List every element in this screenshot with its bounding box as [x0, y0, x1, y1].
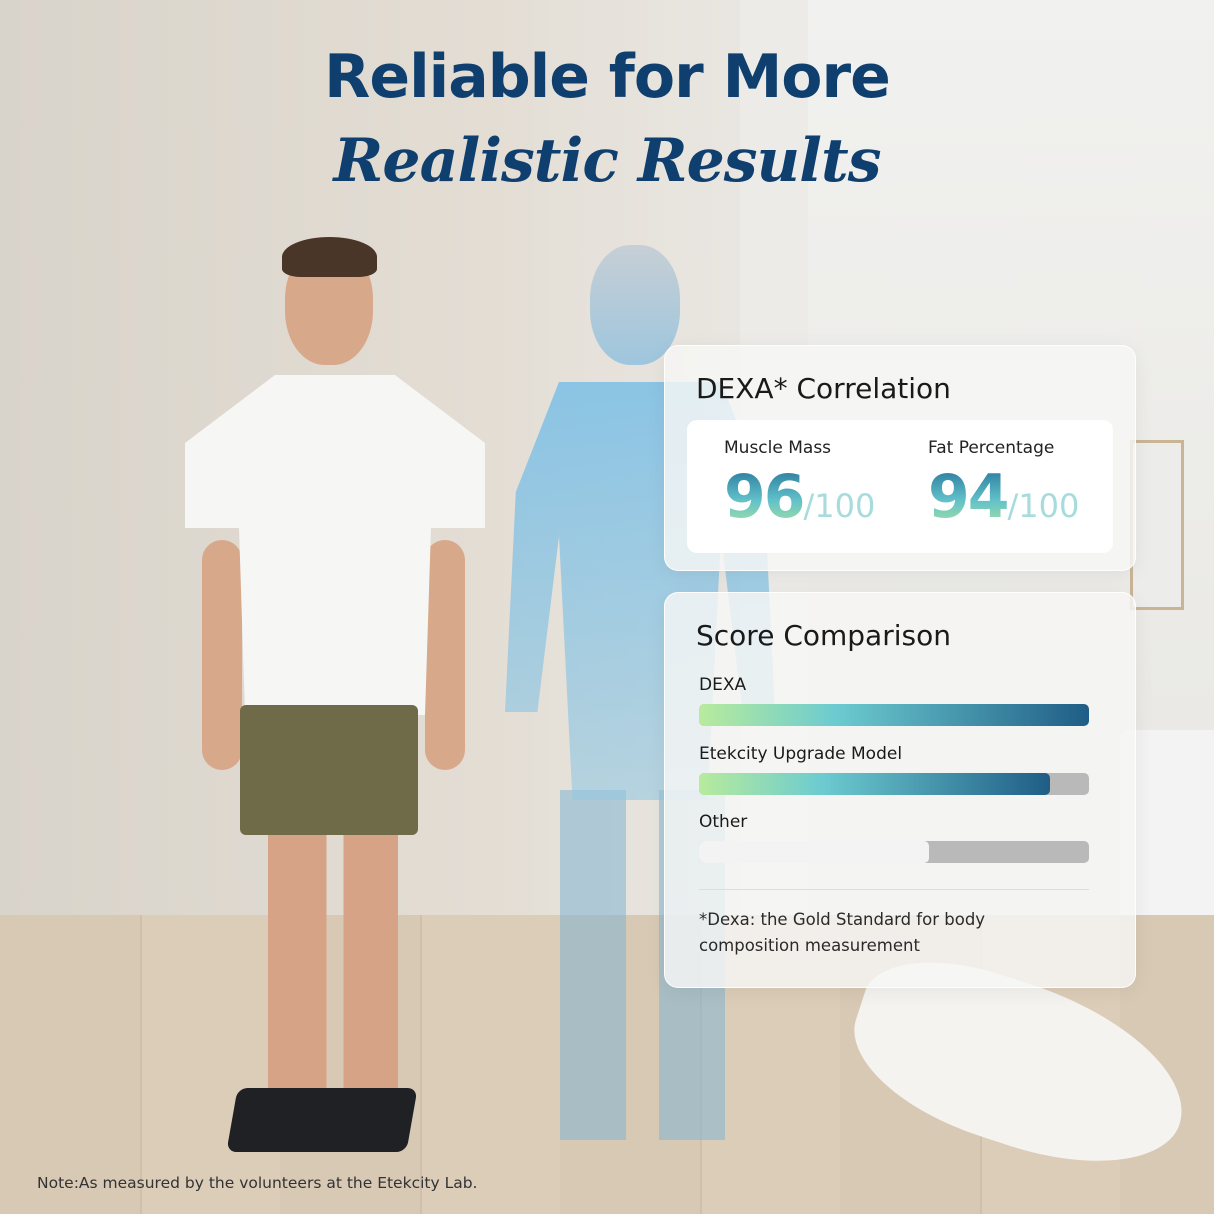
card-title: DEXA* Correlation	[696, 372, 951, 405]
headline-line1: Reliable for More	[324, 42, 891, 112]
bar-label: Other	[699, 812, 748, 832]
bar-row-etekcity: Etekcity Upgrade Model	[699, 744, 1089, 795]
metric-denominator: /100	[803, 487, 876, 525]
metric-label: Fat Percentage	[928, 438, 1055, 458]
man-standing-on-scale	[180, 235, 490, 1155]
headline-line2: Realistic Results	[333, 126, 882, 196]
bar-fill	[699, 841, 930, 863]
metric-denominator: /100	[1007, 487, 1080, 525]
metric-fat-percentage: Fat Percentage 94/100	[928, 438, 1079, 532]
metrics-panel: Muscle Mass 96/100 Fat Percentage 94/100	[687, 420, 1113, 553]
score-comparison-card: Score Comparison DEXA Etekcity Upgrade M…	[664, 592, 1136, 988]
measurement-note: Note:As measured by the volunteers at th…	[37, 1174, 478, 1192]
bar-row-dexa: DEXA	[699, 675, 1089, 726]
body-composition-figure	[495, 245, 785, 1145]
bar-label: DEXA	[699, 675, 747, 695]
metric-label: Muscle Mass	[724, 438, 832, 458]
bar-row-other: Other	[699, 812, 1089, 863]
bar-fill	[699, 704, 1089, 726]
smart-scale	[226, 1088, 418, 1152]
footnote: *Dexa: the Gold Standard for body compos…	[699, 910, 986, 955]
metric-value: 96	[724, 462, 805, 532]
bar-track	[699, 841, 1089, 863]
wall-picture-frame	[1130, 440, 1184, 610]
metric-value: 94	[928, 462, 1009, 532]
card-title: Score Comparison	[696, 619, 951, 652]
divider	[699, 889, 1089, 890]
bar-label: Etekcity Upgrade Model	[699, 744, 903, 764]
dexa-correlation-card: DEXA* Correlation Muscle Mass 96/100 Fat…	[664, 345, 1136, 571]
bar-track	[699, 773, 1089, 795]
metric-muscle-mass: Muscle Mass 96/100	[724, 438, 875, 532]
bar-fill	[699, 773, 1050, 795]
bar-track	[699, 704, 1089, 726]
